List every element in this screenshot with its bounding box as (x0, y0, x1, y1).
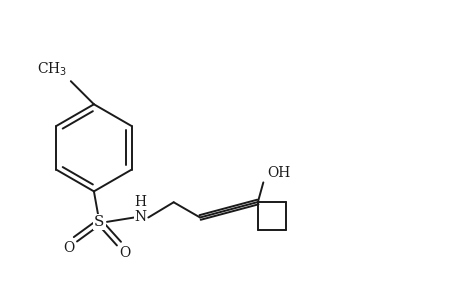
Text: OH: OH (267, 166, 290, 180)
Text: O: O (63, 242, 74, 255)
Text: CH$_3$: CH$_3$ (37, 61, 67, 78)
Text: S: S (94, 215, 104, 229)
Text: N: N (134, 211, 146, 224)
Text: H: H (134, 195, 146, 209)
Text: O: O (118, 246, 130, 260)
